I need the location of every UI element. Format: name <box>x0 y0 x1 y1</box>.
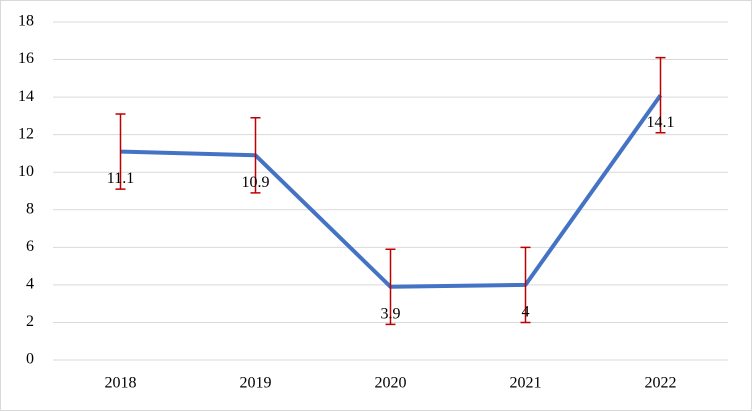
y-tick-label: 14 <box>18 88 34 105</box>
y-tick-label: 18 <box>18 13 34 30</box>
data-label: 4 <box>522 304 530 321</box>
y-tick-label: 10 <box>18 163 34 180</box>
x-tick-label: 2018 <box>105 375 137 392</box>
x-tick-label: 2021 <box>510 375 542 392</box>
error-bar <box>385 248 396 326</box>
data-label: 3.9 <box>381 305 401 322</box>
y-tick-label: 2 <box>26 313 34 330</box>
data-label: 11.1 <box>107 170 134 187</box>
y-tick-label: 12 <box>18 125 34 142</box>
error-bar <box>115 113 126 190</box>
error-bar <box>250 117 261 194</box>
error-bar <box>520 246 531 324</box>
x-tick-label: 2022 <box>645 375 677 392</box>
x-tick-label: 2019 <box>240 375 272 392</box>
y-tick-label: 0 <box>26 351 34 368</box>
data-label: 14.1 <box>647 114 675 131</box>
y-tick-label: 4 <box>26 276 34 293</box>
data-label: 10.9 <box>242 174 270 191</box>
x-tick-label: 2020 <box>375 375 407 392</box>
error-bar <box>655 56 666 134</box>
y-tick-label: 16 <box>18 50 34 67</box>
y-tick-label: 8 <box>26 200 34 217</box>
y-tick-label: 6 <box>26 238 34 255</box>
